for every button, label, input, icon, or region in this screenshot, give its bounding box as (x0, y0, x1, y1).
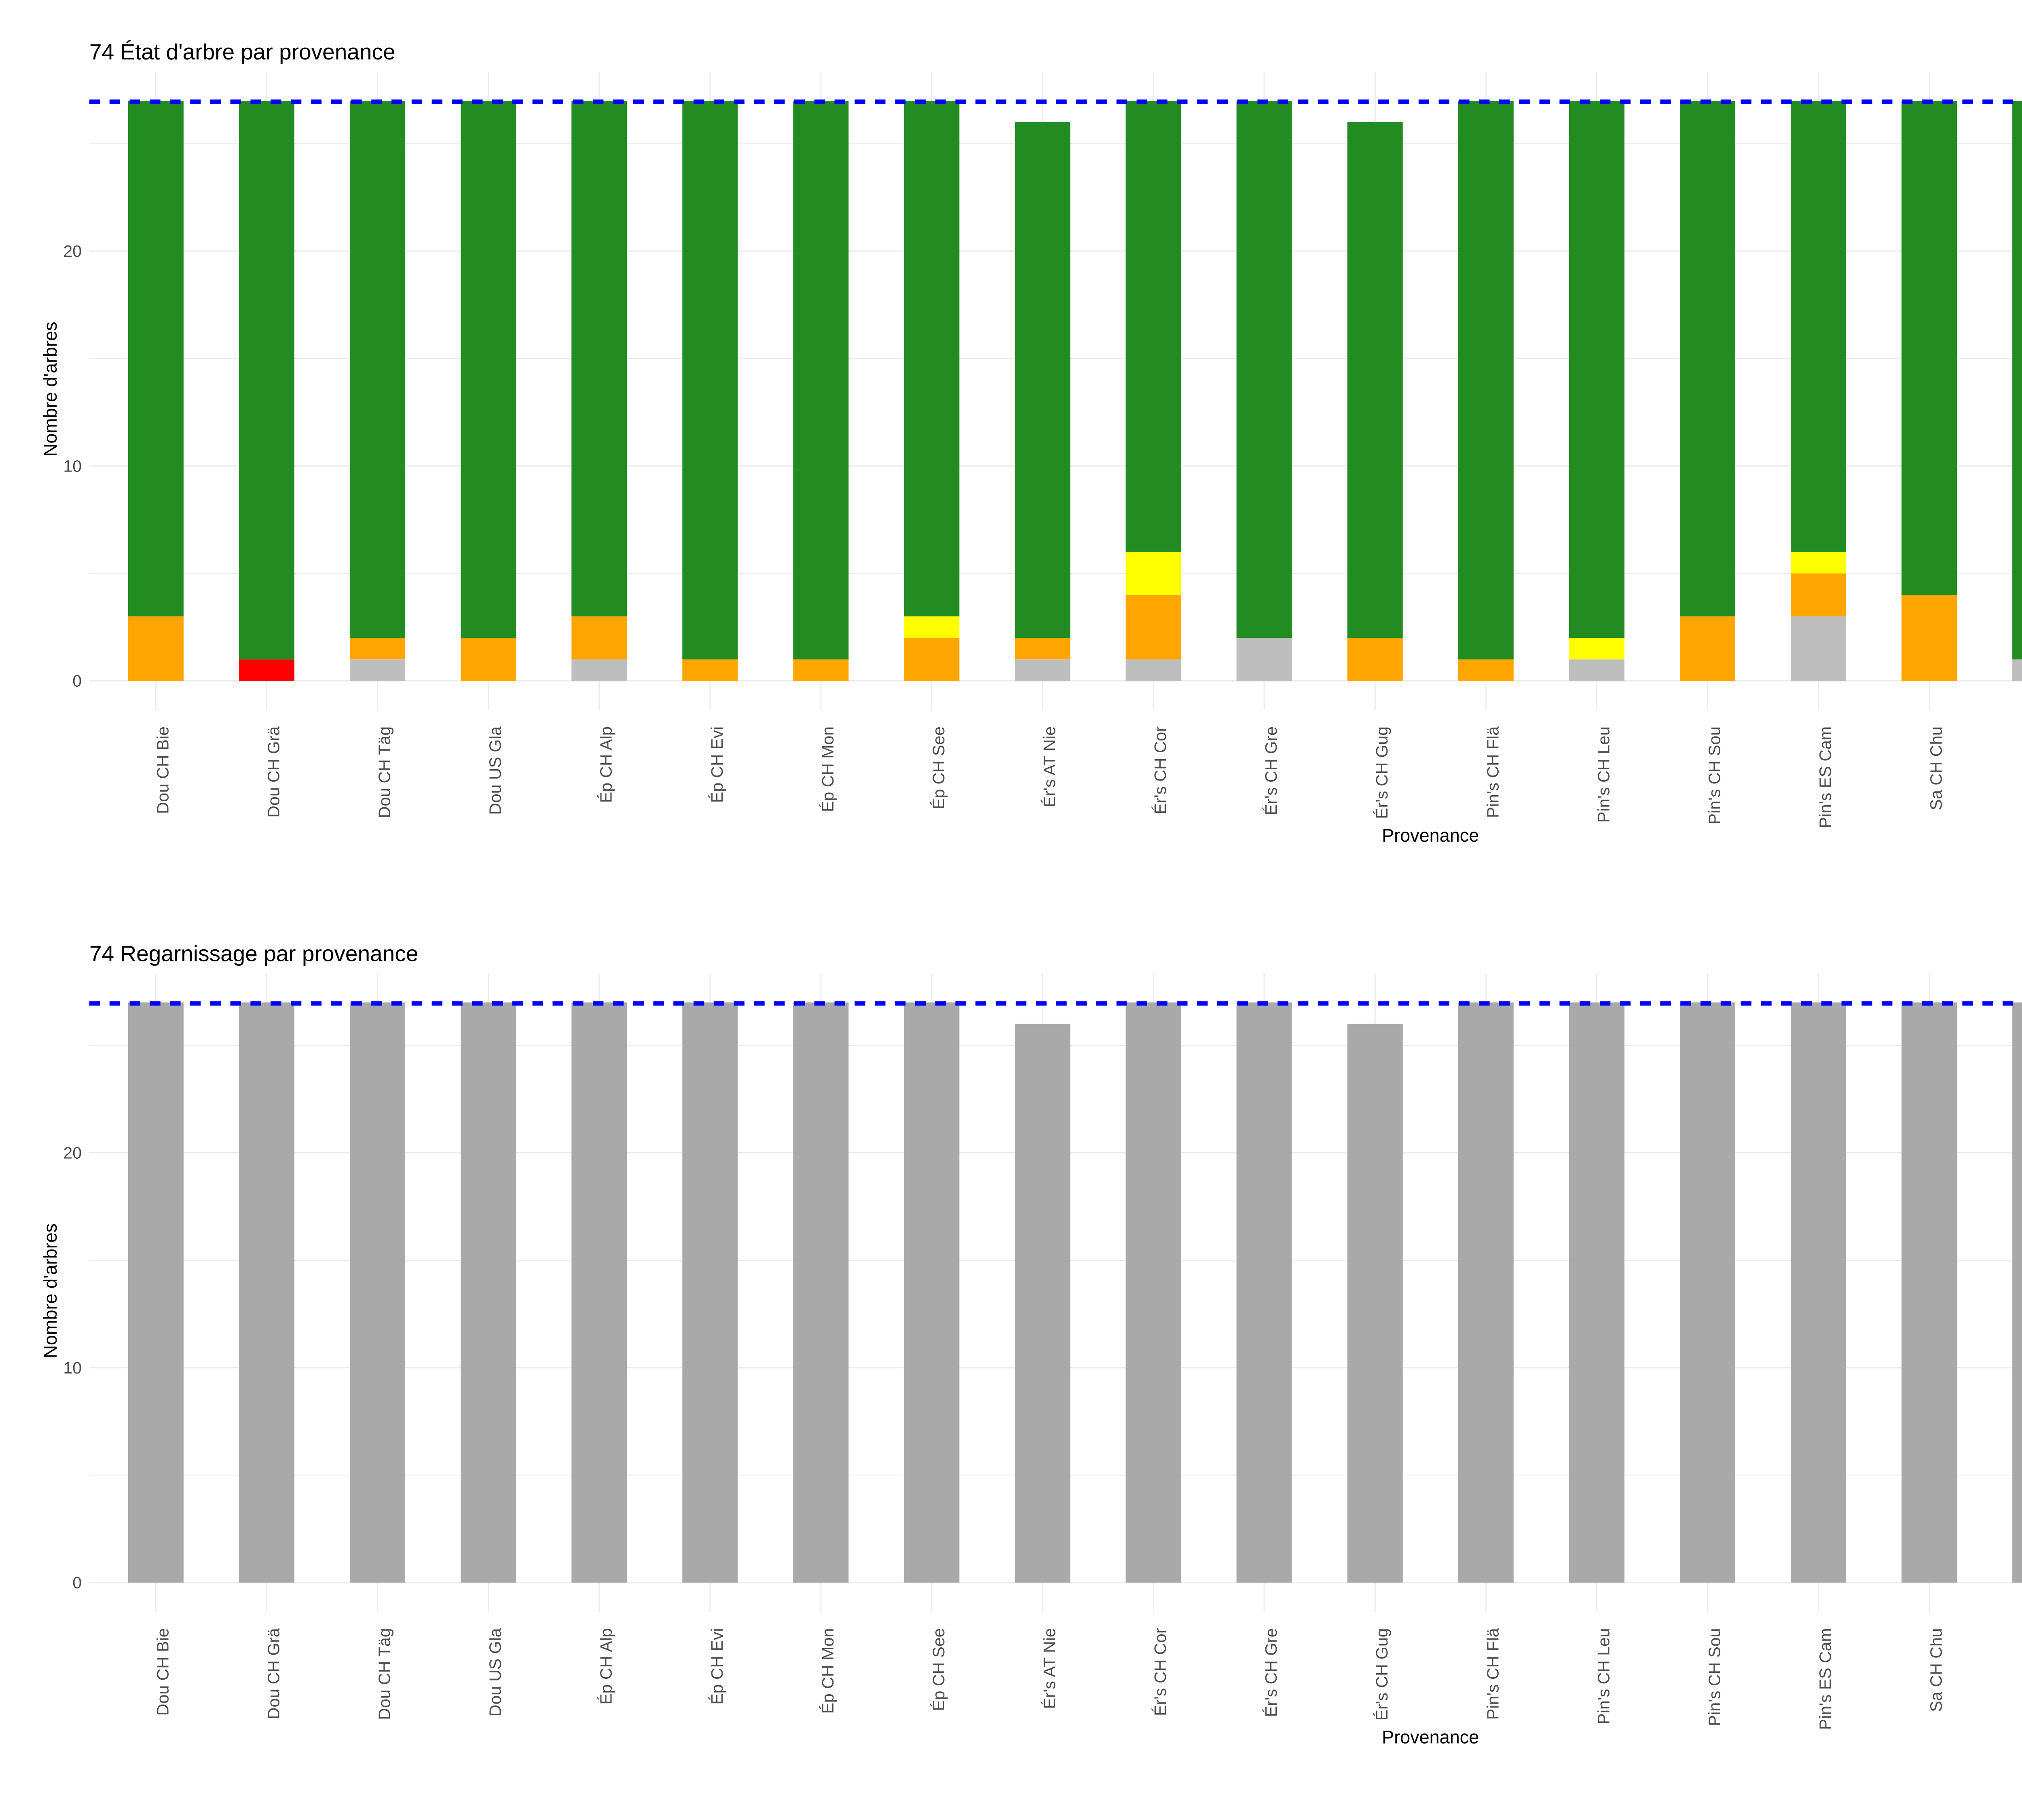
svg-text:Pin's ES Cam: Pin's ES Cam (1816, 726, 1835, 828)
svg-text:10: 10 (63, 1359, 82, 1377)
svg-text:Provenance: Provenance (1382, 1727, 1479, 1748)
svg-text:0: 0 (72, 1573, 82, 1592)
svg-text:Dou US Gla: Dou US Gla (486, 1628, 505, 1716)
svg-text:Dou US Gla: Dou US Gla (486, 726, 505, 815)
svg-text:Ép CH Evi: Ép CH Evi (708, 1628, 726, 1705)
svg-text:Pin's CH Leu: Pin's CH Leu (1594, 726, 1613, 823)
svg-text:Ép CH Mon: Ép CH Mon (819, 1628, 837, 1714)
svg-text:Ép CH Mon: Ép CH Mon (819, 726, 837, 812)
svg-text:Pin's CH Flä: Pin's CH Flä (1483, 726, 1502, 818)
svg-text:0: 0 (72, 672, 82, 690)
svg-text:20: 20 (63, 242, 82, 260)
svg-text:Ép CH Evi: Ép CH Evi (708, 726, 726, 803)
svg-text:Dou CH Grä: Dou CH Grä (264, 726, 283, 818)
svg-text:Ép CH Alp: Ép CH Alp (597, 1628, 615, 1705)
svg-text:Pin's CH Flä: Pin's CH Flä (1483, 1628, 1502, 1720)
svg-text:74 Regarnissage par provenance: 74 Regarnissage par provenance (89, 941, 418, 966)
svg-text:Pin's ES Cam: Pin's ES Cam (1816, 1628, 1835, 1730)
svg-text:Dou CH Bie: Dou CH Bie (153, 726, 172, 814)
svg-text:Ép CH Alp: Ép CH Alp (597, 726, 615, 803)
svg-text:Ér's CH Gre: Ér's CH Gre (1262, 726, 1280, 815)
svg-text:Dou CH Bie: Dou CH Bie (153, 1628, 172, 1716)
svg-text:Pin's CH Sou: Pin's CH Sou (1705, 726, 1724, 825)
svg-text:Pin's CH Leu: Pin's CH Leu (1594, 1628, 1613, 1725)
svg-text:10: 10 (63, 457, 82, 475)
svg-text:Ér's CH Gug: Ér's CH Gug (1373, 1628, 1391, 1721)
svg-text:Provenance: Provenance (1382, 825, 1479, 846)
svg-text:20: 20 (63, 1144, 82, 1162)
svg-text:Nombre d'arbres: Nombre d'arbres (40, 322, 61, 457)
svg-text:74 État d'arbre par provenance: 74 État d'arbre par provenance (89, 39, 396, 64)
svg-text:Ér's CH Gug: Ér's CH Gug (1373, 726, 1391, 819)
svg-text:Sa CH Chu: Sa CH Chu (1927, 1628, 1946, 1712)
svg-text:Ér's AT Nie: Ér's AT Nie (1040, 1628, 1059, 1709)
svg-text:Dou CH Täg: Dou CH Täg (375, 1628, 394, 1720)
svg-text:Dou CH Grä: Dou CH Grä (264, 1628, 283, 1719)
svg-text:Ér's CH Cor: Ér's CH Cor (1151, 726, 1170, 814)
svg-text:Dou CH Täg: Dou CH Täg (375, 726, 394, 818)
svg-text:Sa CH Chu: Sa CH Chu (1927, 726, 1946, 810)
svg-text:Pin's CH Sou: Pin's CH Sou (1705, 1628, 1724, 1727)
svg-text:Ér's AT Nie: Ér's AT Nie (1040, 726, 1059, 807)
svg-text:Nombre d'arbres: Nombre d'arbres (40, 1223, 61, 1359)
svg-text:Ép CH See: Ép CH See (929, 726, 948, 809)
svg-text:Ér's CH Cor: Ér's CH Cor (1151, 1628, 1170, 1716)
svg-text:Ér's CH Gre: Ér's CH Gre (1262, 1628, 1280, 1717)
svg-text:Ép CH See: Ép CH See (929, 1628, 948, 1711)
